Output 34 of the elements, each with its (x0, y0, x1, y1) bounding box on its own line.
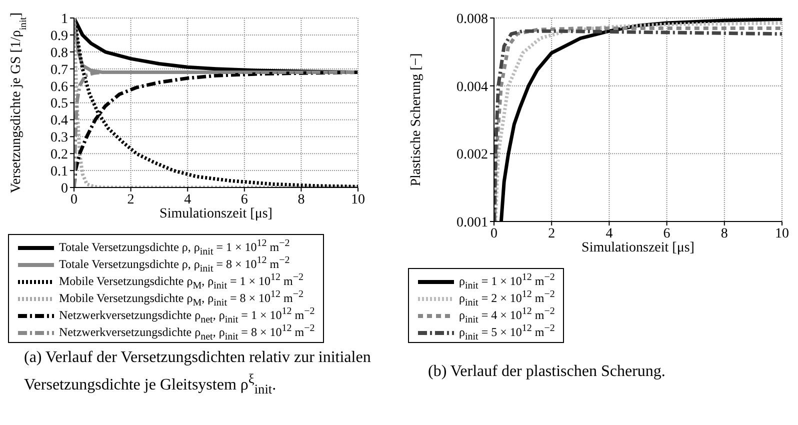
legend-label: ρ$_{init}$ = 5 × 10$^{12}$ m$^{−2}$ (459, 323, 555, 344)
x-axis-title: Simulationszeit [μs] (582, 240, 694, 256)
x-tick-label: 2 (548, 226, 556, 242)
y-tick-label: 0.1 (50, 164, 68, 180)
text: (a) Verlauf der Versetzungsdichten relativ zur initialen Versetzungsdichte je Gleitsystem ρ$^{ξ}$$_{init}$. (24, 348, 372, 399)
x-tick-label: 8 (298, 192, 305, 208)
y-tick-label: 0.9 (50, 28, 68, 44)
y-tick-label: 0.7 (50, 62, 68, 78)
y-tick-label: 0.2 (50, 148, 68, 163)
y-tick-label: 0.001 (456, 215, 488, 230)
x-tick-label: 4 (606, 226, 613, 242)
x-tick-label: 10 (351, 192, 365, 208)
x-tick-label: 6 (663, 226, 670, 242)
y-tick-label: 1 (61, 12, 68, 27)
x-tick-label: 4 (184, 192, 192, 208)
y-tick-label: 0.008 (456, 12, 488, 27)
y-axis-title: Plastische Scherung [−] (409, 53, 424, 186)
text: (b) Verlauf der plastischen Scherung. (428, 362, 666, 382)
x-tick-label: 0 (490, 226, 498, 242)
y-tick-label: 0 (61, 181, 68, 196)
y-tick-label: 0.5 (50, 96, 68, 112)
x-tick-label: 0 (70, 192, 78, 208)
x-tick-label: 6 (240, 192, 248, 208)
y-tick-label: 0.3 (50, 130, 68, 146)
x-tick-label: 8 (720, 226, 728, 242)
y-tick-label: 0.4 (50, 114, 68, 129)
y-tick-label: 0.8 (50, 46, 68, 61)
x-tick-label: 10 (775, 226, 789, 242)
x-tick-label: 2 (127, 192, 134, 208)
legend-label: Netzwerkversetzungsdichte ρ$_{net}$, ρ$_{init}$ = 8 × 10$^{12}$ m$^{−2}$ (59, 323, 315, 344)
y-tick-label: 0.002 (456, 148, 488, 163)
x-axis-title: Simulationszeit [μs] (160, 206, 272, 222)
y-tick-label: 0.004 (456, 80, 488, 95)
y-tick-label: 0.6 (50, 80, 68, 95)
